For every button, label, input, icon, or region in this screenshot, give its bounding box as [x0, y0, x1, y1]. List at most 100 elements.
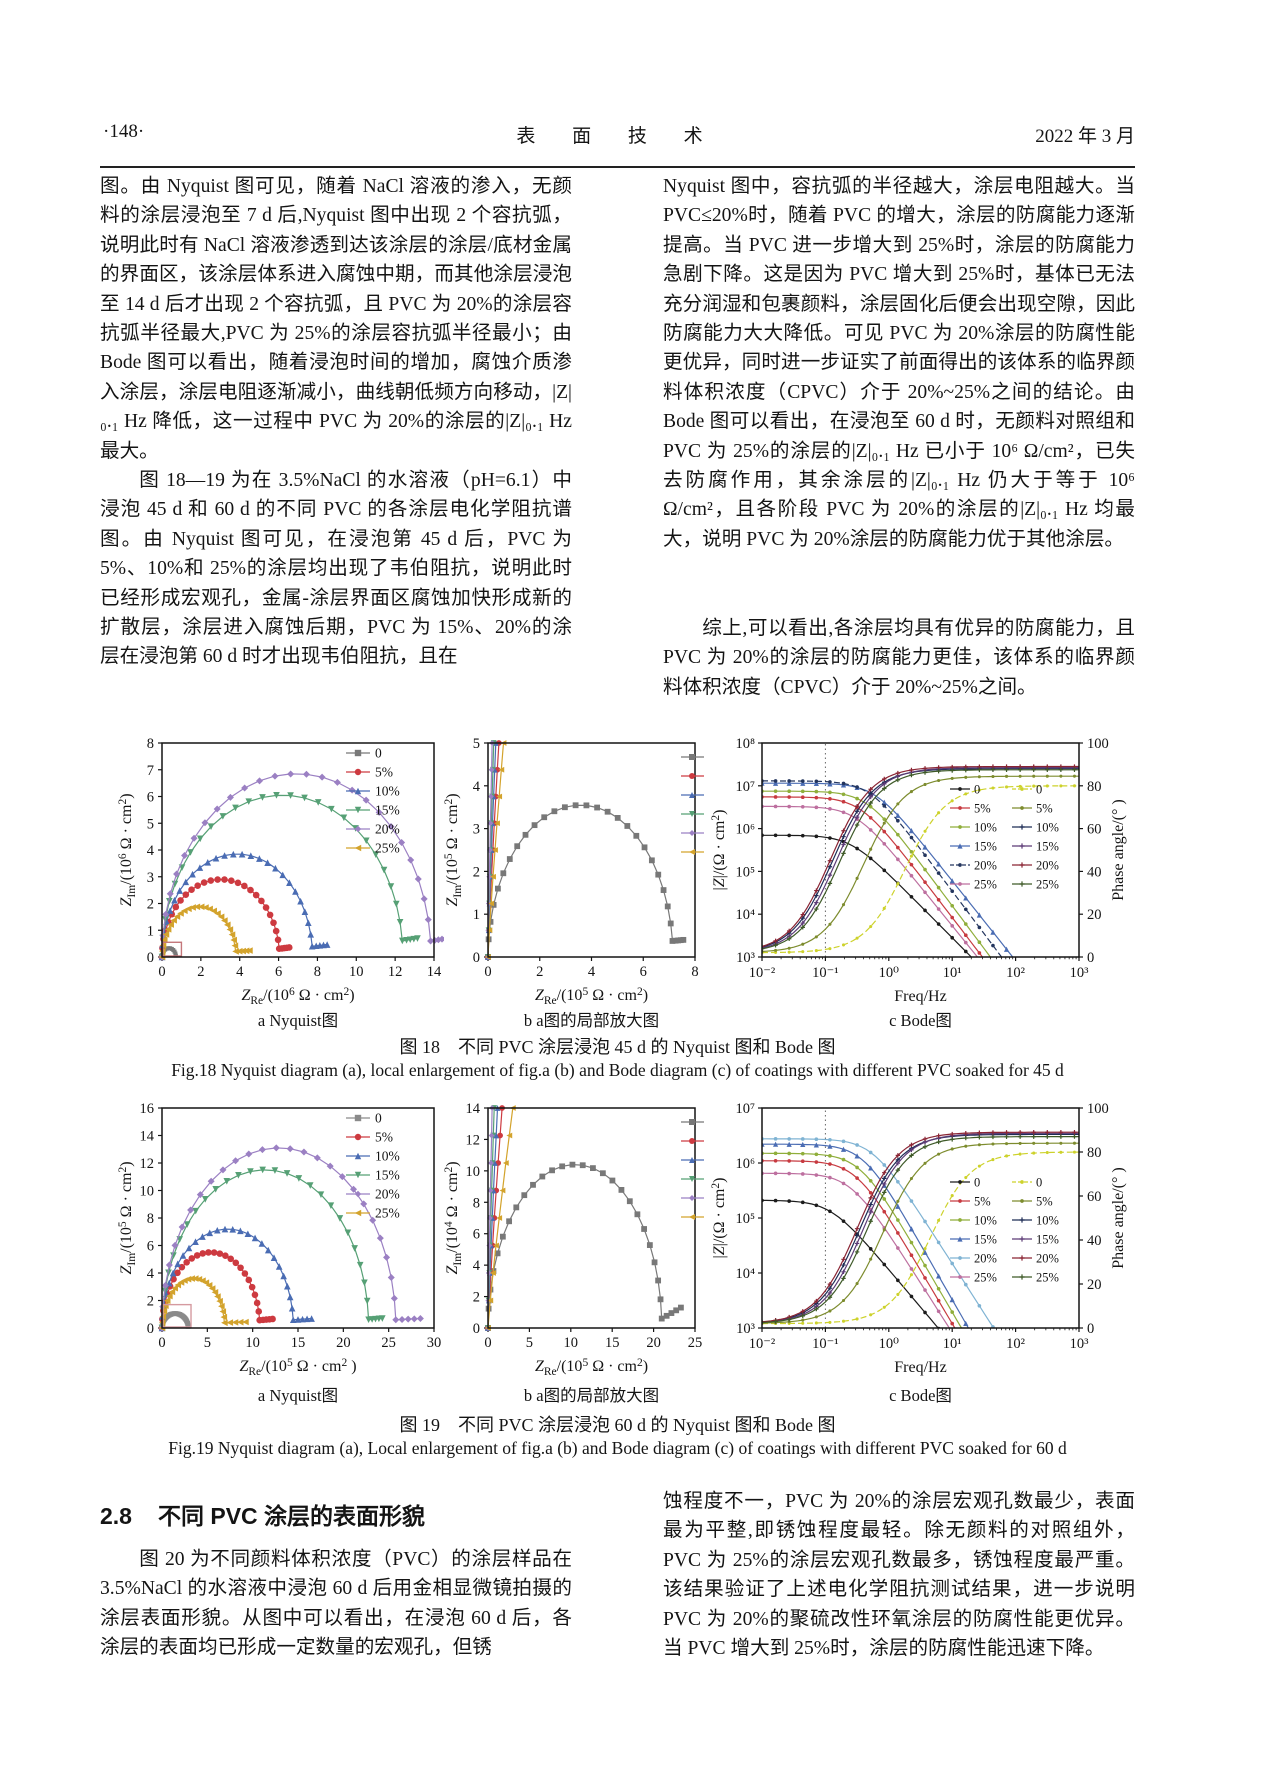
fig18-caption-zh: 图 18 不同 PVC 涂层浸泡 45 d 的 Nyquist 图和 Bode … [399, 1037, 836, 1057]
svg-text:10³: 10³ [1070, 1336, 1090, 1352]
svg-text:25%: 25% [974, 878, 997, 892]
svg-text:10: 10 [564, 1335, 579, 1351]
svg-text:2: 2 [147, 897, 154, 913]
svg-text:0: 0 [974, 1176, 980, 1190]
left-column-paragraph-1: 图。由 Nyquist 图可见，随着 NaCl 溶液的渗入，无颜料的涂层浸泡至 … [100, 176, 572, 462]
svg-text:ZIm/(105 Ω · cm2): ZIm/(105 Ω · cm2) [117, 1161, 138, 1274]
svg-text:15%: 15% [974, 1233, 997, 1247]
svg-text:a Nyquist图: a Nyquist图 [258, 1386, 338, 1405]
svg-text:5: 5 [147, 816, 154, 832]
svg-text:2: 2 [473, 864, 480, 880]
svg-text:0: 0 [147, 950, 154, 966]
svg-text:16: 16 [140, 1101, 155, 1117]
svg-text:60: 60 [1087, 1189, 1102, 1205]
svg-text:15%: 15% [1036, 1233, 1059, 1247]
svg-text:6: 6 [275, 964, 282, 980]
svg-text:8: 8 [691, 964, 698, 980]
svg-text:1: 1 [147, 923, 154, 939]
svg-text:0: 0 [158, 964, 165, 980]
svg-text:10¹: 10¹ [943, 965, 962, 981]
svg-text:10¹: 10¹ [943, 1336, 962, 1352]
svg-text:40: 40 [1087, 1233, 1102, 1249]
svg-text:20%: 20% [974, 859, 997, 873]
svg-text:20%: 20% [1036, 1252, 1059, 1266]
svg-text:20: 20 [336, 1335, 351, 1351]
svg-text:14: 14 [427, 964, 442, 980]
header-rule [100, 166, 1135, 168]
svg-text:20%: 20% [1036, 859, 1059, 873]
svg-text:10⁵: 10⁵ [735, 1211, 755, 1227]
svg-text:4: 4 [147, 843, 155, 859]
svg-text:4: 4 [588, 964, 596, 980]
svg-text:ZIm/(106 Ω · cm2): ZIm/(106 Ω · cm2) [117, 793, 138, 906]
svg-text:10%: 10% [375, 1149, 400, 1164]
svg-text:10⁸: 10⁸ [735, 736, 755, 752]
svg-text:10: 10 [245, 1335, 260, 1351]
svg-text:6: 6 [473, 1227, 480, 1243]
section-heading: 2.8 不同 PVC 涂层的表面形貌 [100, 1497, 425, 1531]
svg-text:10³: 10³ [1070, 965, 1090, 981]
svg-text:80: 80 [1087, 1145, 1102, 1161]
svg-text:0: 0 [484, 1335, 491, 1351]
fig18-bode-chart: 10⁻² 10⁻¹ 10⁰ 10¹ 10² 10³ 10³ 10⁴ 10⁵ 10⁶ 10⁷ 10⁸ 0 2… [702, 735, 1135, 1036]
svg-text:10⁶: 10⁶ [735, 822, 755, 838]
svg-text:Freq/Hz: Freq/Hz [894, 1359, 946, 1376]
svg-text:6: 6 [147, 1239, 154, 1255]
svg-text:10⁵: 10⁵ [735, 864, 755, 880]
svg-text:ZIm/(104 Ω · cm2): ZIm/(104 Ω · cm2) [443, 1161, 464, 1274]
fig19-caption-en: Fig.19 Nyquist diagram (a), Local enlarg… [168, 1438, 1067, 1458]
svg-text:ZRe/(105 Ω · cm2): ZRe/(105 Ω · cm2) [535, 986, 648, 1007]
svg-text:10³: 10³ [736, 1321, 756, 1337]
svg-text:4: 4 [473, 1258, 481, 1274]
svg-text:5: 5 [473, 736, 480, 752]
svg-text:14: 14 [140, 1129, 155, 1145]
svg-text:10: 10 [466, 1164, 481, 1180]
svg-text:10%: 10% [974, 821, 997, 835]
svg-text:10: 10 [140, 1184, 155, 1200]
svg-text:25%: 25% [375, 1206, 400, 1221]
fig18-nyquist-chart: 0 2 4 6 8 10 12 14 0 1 2 3 4 5 6 7 8 0 5% 10% 15% 20% 25% ZRe/(… [112, 735, 450, 1036]
svg-text:10⁻¹: 10⁻¹ [812, 1336, 839, 1352]
left-column-paragraph-2: 图 18—19 为在 3.5%NaCl 的水溶液（pH=6.1）中浸泡 45 d… [100, 470, 572, 668]
svg-text:b a图的局部放大图: b a图的局部放大图 [524, 1386, 659, 1405]
svg-text:5%: 5% [1036, 1195, 1053, 1209]
svg-text:2: 2 [473, 1290, 480, 1306]
svg-text:12: 12 [388, 964, 403, 980]
svg-text:80: 80 [1087, 779, 1102, 795]
svg-text:100: 100 [1087, 1101, 1109, 1117]
svg-text:3: 3 [147, 870, 154, 886]
svg-text:15: 15 [291, 1335, 306, 1351]
svg-text:2: 2 [197, 964, 204, 980]
svg-text:20%: 20% [375, 1187, 400, 1202]
section-left-paragraph: 图 20 为不同颜料体积浓度（PVC）的涂层样品在 3.5%NaCl 的水溶液中… [100, 1549, 572, 1659]
svg-text:5%: 5% [375, 765, 393, 780]
svg-text:40: 40 [1087, 864, 1102, 880]
svg-text:5: 5 [204, 1335, 211, 1351]
svg-text:0: 0 [1036, 783, 1042, 797]
svg-text:8: 8 [147, 1211, 154, 1227]
svg-text:4: 4 [147, 1266, 155, 1282]
svg-text:10⁻²: 10⁻² [749, 1336, 776, 1352]
svg-text:4: 4 [236, 964, 244, 980]
svg-text:20%: 20% [974, 1252, 997, 1266]
svg-text:10%: 10% [375, 784, 400, 799]
svg-text:10²: 10² [1006, 965, 1026, 981]
svg-text:10²: 10² [1006, 1336, 1026, 1352]
svg-text:8: 8 [473, 1195, 480, 1211]
svg-text:25: 25 [688, 1335, 703, 1351]
svg-text:25%: 25% [1036, 1271, 1059, 1285]
svg-text:2: 2 [147, 1294, 154, 1310]
svg-text:ZRe/(106 Ω · cm2): ZRe/(106 Ω · cm2) [241, 986, 354, 1007]
fig19-bode-chart: 10⁻² 10⁻¹ 10⁰ 10¹ 10² 10³ 10³ 10⁴ 10⁵ 10⁶ 10⁷ 0 20 40… [702, 1100, 1135, 1411]
svg-text:60: 60 [1087, 822, 1102, 838]
fig19-enlargement-chart: 0 5 10 15 20 25 0 2 4 6 8 10 12 14 ZRe/(105 Ω · cm2) ZI… [442, 1100, 707, 1411]
svg-text:0: 0 [375, 1111, 382, 1126]
svg-text:5%: 5% [974, 1195, 991, 1209]
svg-text:100: 100 [1087, 736, 1109, 752]
section-title: 不同 PVC 涂层的表面形貌 [157, 1503, 426, 1529]
svg-text:b a图的局部放大图: b a图的局部放大图 [524, 1011, 659, 1030]
svg-text:15%: 15% [1036, 840, 1059, 854]
svg-text:0: 0 [484, 964, 491, 980]
svg-text:10⁰: 10⁰ [879, 965, 900, 981]
